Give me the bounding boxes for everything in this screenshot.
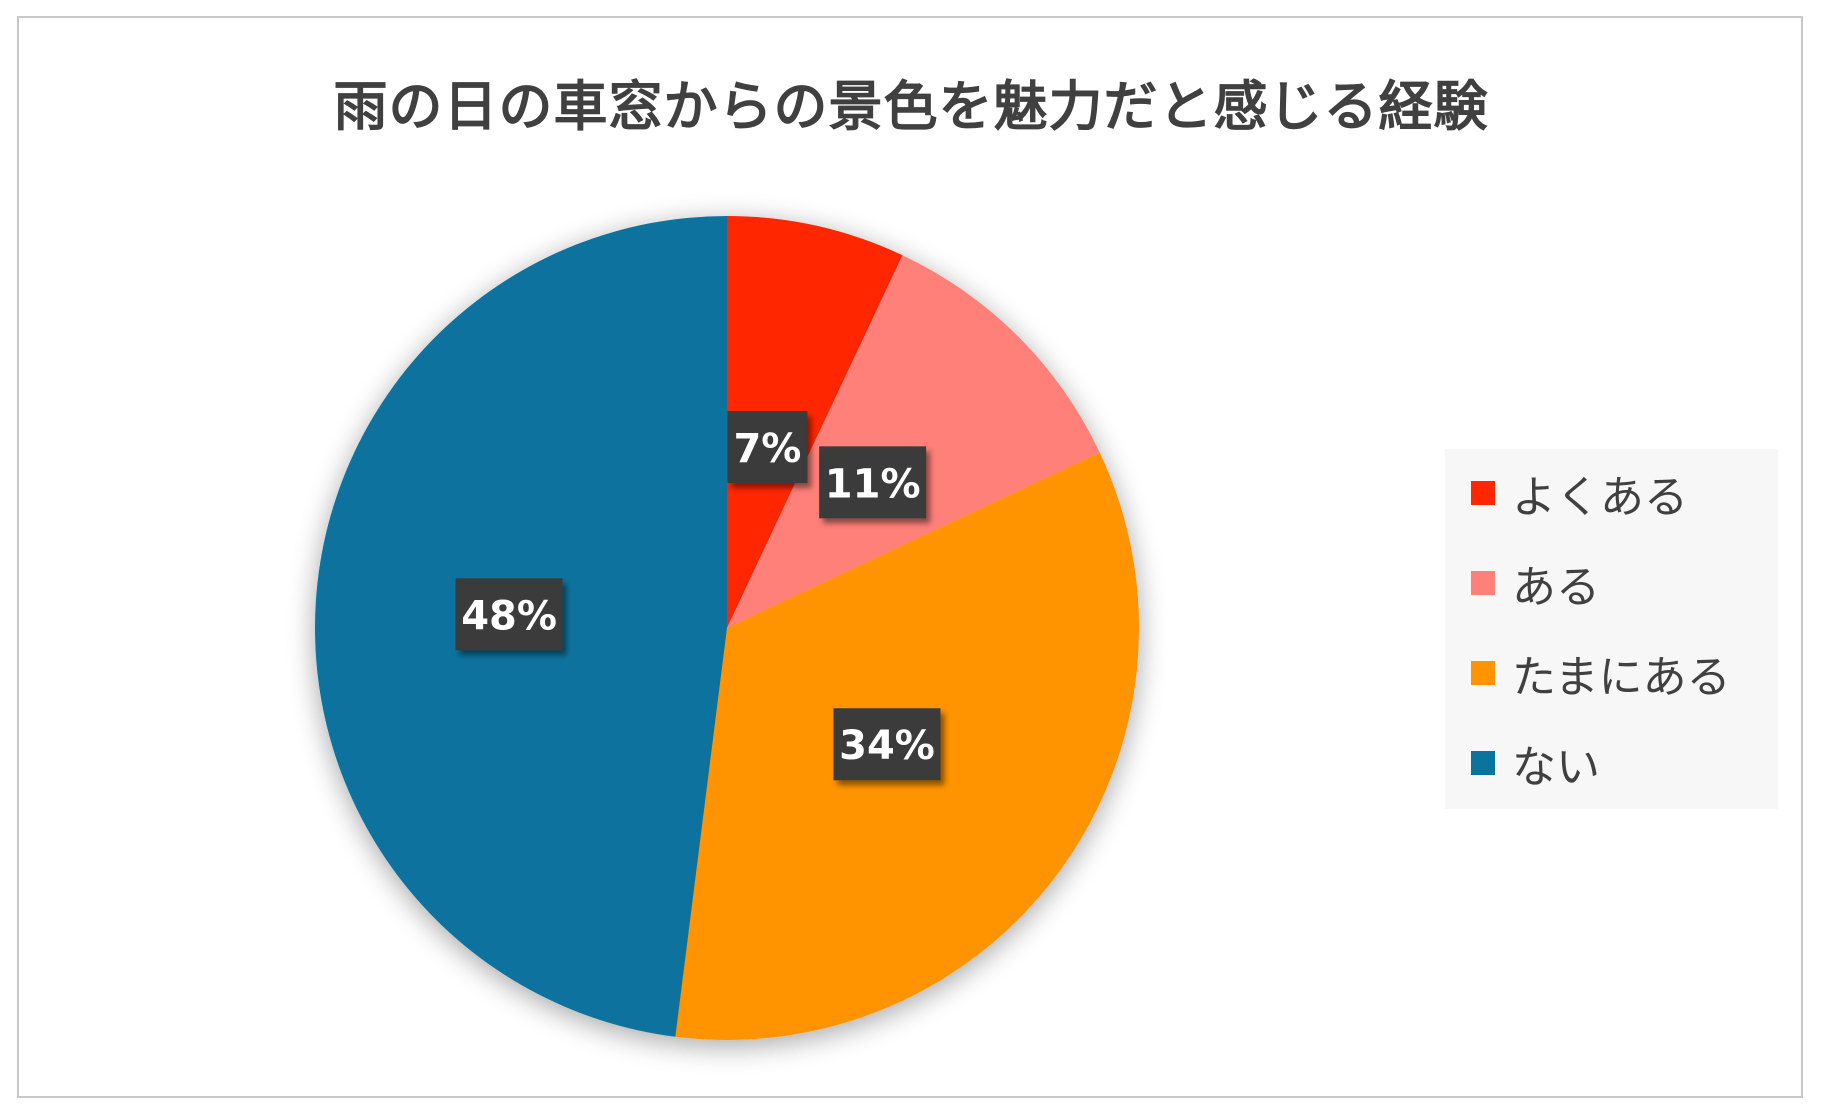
- pie-slices: [314, 216, 1140, 1040]
- data-label-text: 34%: [839, 723, 935, 769]
- data-label-ない: 48%: [455, 578, 563, 651]
- legend-label: ある: [1512, 562, 1600, 613]
- legend-swatch-icon: [1471, 571, 1495, 595]
- data-label-box: [819, 446, 927, 519]
- legend: よくある ある たまにある ない: [1445, 449, 1778, 809]
- data-label-box: [727, 411, 808, 484]
- data-label-box: [833, 708, 941, 781]
- legend-swatch-icon: [1471, 661, 1495, 685]
- legend-item-よくある: よくある: [1471, 463, 1688, 523]
- data-label-text: 11%: [825, 461, 921, 507]
- legend-label: ない: [1512, 742, 1600, 793]
- chart-title: 雨の日の車窓からの景色を魅力だと感じる経験: [333, 75, 1489, 138]
- pie-slice-よくある: [727, 216, 903, 628]
- data-label-text: 7%: [733, 426, 801, 472]
- legend-item-ない: ない: [1471, 733, 1600, 793]
- pie-slice-ある: [727, 255, 1100, 629]
- pie-data-labels: 7% 11% 34% 48%: [455, 411, 941, 781]
- legend-item-たまにある: たまにある: [1471, 643, 1731, 703]
- data-label-text: 48%: [461, 593, 557, 639]
- legend-label: たまにある: [1512, 652, 1731, 703]
- data-label-box: [455, 578, 563, 651]
- legend-swatch-icon: [1471, 751, 1495, 775]
- data-label-ある: 11%: [819, 446, 927, 519]
- legend-item-ある: ある: [1471, 553, 1600, 613]
- data-label-よくある: 7%: [727, 411, 808, 484]
- legend-label: よくある: [1512, 472, 1688, 523]
- data-label-たまにある: 34%: [833, 708, 941, 781]
- legend-swatch-icon: [1471, 481, 1495, 505]
